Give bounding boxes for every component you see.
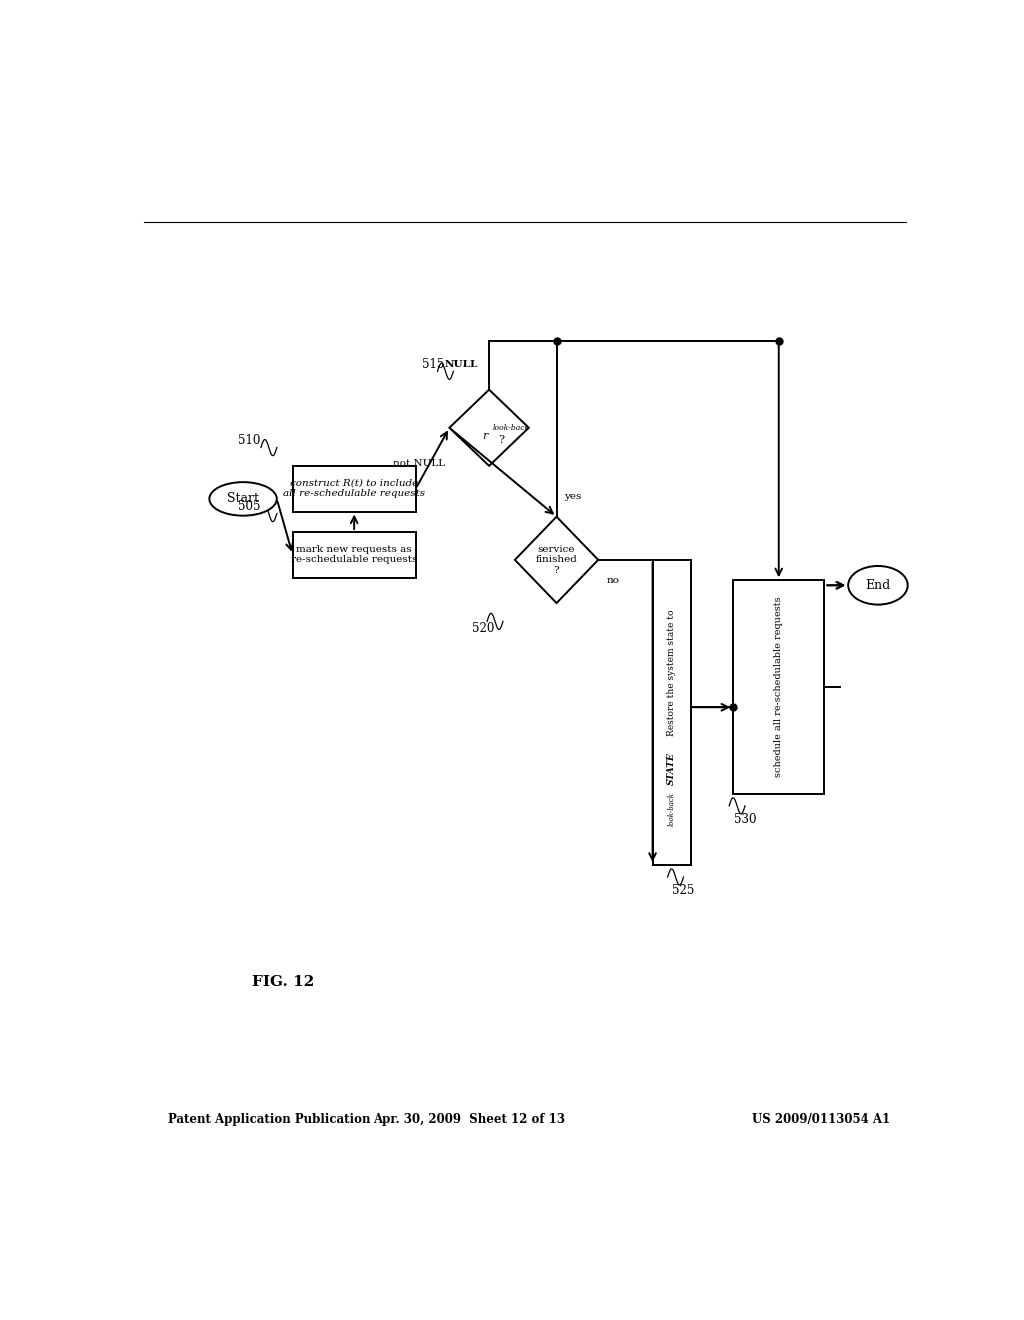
Text: End: End — [865, 578, 891, 591]
FancyBboxPatch shape — [652, 560, 690, 865]
Text: mark new requests as
re-schedulable requests: mark new requests as re-schedulable requ… — [291, 545, 418, 565]
Polygon shape — [515, 516, 598, 603]
Polygon shape — [450, 389, 528, 466]
Text: FIG. 12: FIG. 12 — [252, 974, 314, 989]
FancyBboxPatch shape — [293, 532, 416, 578]
Text: not NULL: not NULL — [393, 459, 445, 467]
Ellipse shape — [848, 566, 907, 605]
FancyBboxPatch shape — [733, 581, 824, 793]
Text: yes: yes — [564, 492, 581, 500]
FancyBboxPatch shape — [293, 466, 416, 512]
Text: construct R(t) to include
all re-schedulable requests: construct R(t) to include all re-schedul… — [283, 479, 425, 499]
Text: Start: Start — [227, 492, 259, 506]
Text: 525: 525 — [673, 883, 694, 896]
Text: Restore the system state to: Restore the system state to — [667, 607, 676, 737]
Text: schedule all re-schedulable requests: schedule all re-schedulable requests — [774, 597, 783, 777]
Text: Patent Application Publication: Patent Application Publication — [168, 1113, 371, 1126]
Text: STATE: STATE — [667, 752, 676, 784]
Text: service
finished
?: service finished ? — [536, 545, 578, 574]
Text: 505: 505 — [238, 500, 260, 513]
Text: NULL: NULL — [444, 360, 478, 368]
Ellipse shape — [209, 482, 276, 516]
Text: ?: ? — [499, 436, 505, 445]
Text: Apr. 30, 2009  Sheet 12 of 13: Apr. 30, 2009 Sheet 12 of 13 — [373, 1113, 565, 1126]
Text: 510: 510 — [238, 434, 260, 447]
Text: 515: 515 — [422, 358, 444, 371]
Text: no: no — [606, 576, 620, 585]
Text: US 2009/0113054 A1: US 2009/0113054 A1 — [752, 1113, 890, 1126]
Text: 530: 530 — [734, 813, 757, 825]
Text: look-back: look-back — [668, 792, 676, 826]
Text: 520: 520 — [472, 622, 495, 635]
Text: r: r — [482, 430, 487, 441]
Text: look-back: look-back — [494, 424, 530, 432]
